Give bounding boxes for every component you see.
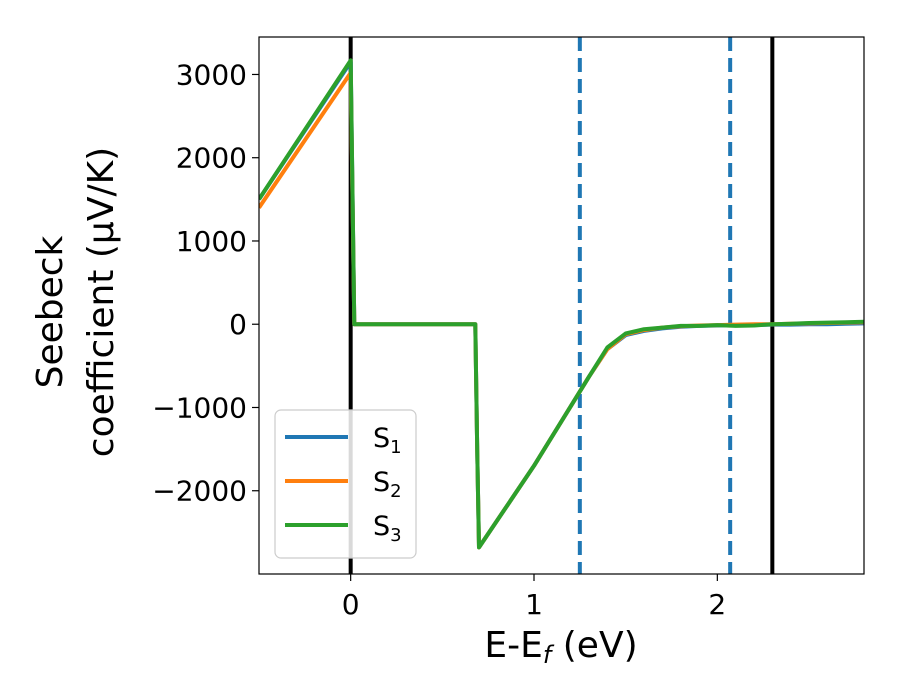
x-axis-title: E-Ef (eV) <box>484 625 637 669</box>
legend-label-2: S2 <box>373 467 402 502</box>
y-axis-ticks: −2000 −1000 0 1000 2000 3000 <box>152 58 259 508</box>
y-axis-title-line1: Seebeck <box>30 235 71 388</box>
x-tick-label: 2 <box>708 588 726 621</box>
legend-box <box>274 409 417 559</box>
legend: S1 S2 S3 <box>274 409 417 559</box>
y-tick-label: 2000 <box>176 142 247 175</box>
series-line-3 <box>259 58 864 550</box>
legend-label-1: S1 <box>373 423 402 458</box>
y-tick-label: −2000 <box>152 475 247 508</box>
y-tick-label: 0 <box>229 308 247 341</box>
y-axis-title-line2: coefficient (μV/K) <box>81 147 122 457</box>
legend-label-3: S3 <box>373 511 402 546</box>
y-tick-label: 1000 <box>176 225 247 258</box>
y-tick-label: −1000 <box>152 391 247 424</box>
plot-frame <box>258 36 865 575</box>
y-tick-label: 3000 <box>176 58 247 91</box>
x-axis-ticks: 0 1 2 <box>342 574 726 621</box>
plot-area <box>259 37 864 574</box>
x-tick-label: 1 <box>525 588 543 621</box>
series-lines <box>259 58 864 550</box>
x-tick-label: 0 <box>342 588 360 621</box>
